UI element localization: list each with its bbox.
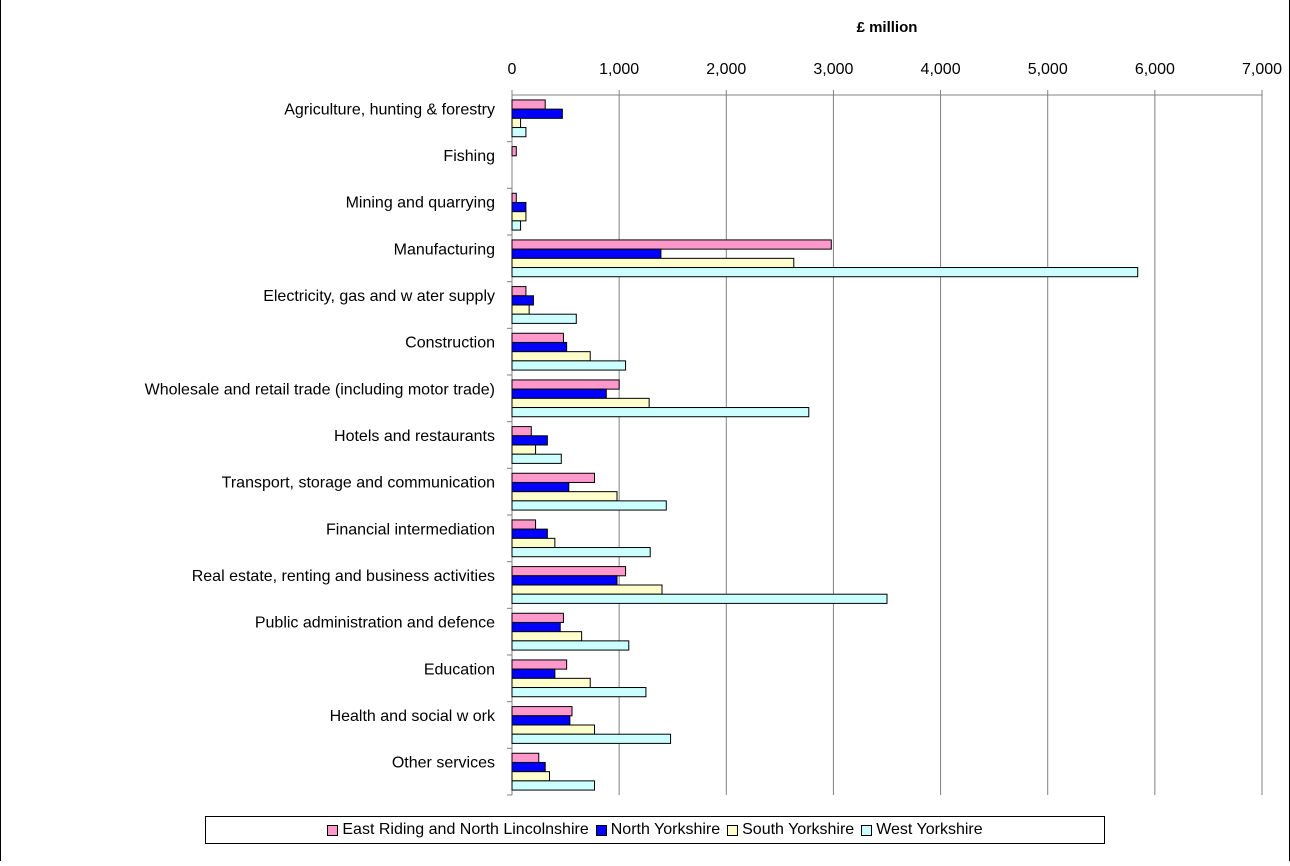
bar-north-yorkshire <box>511 575 618 586</box>
bar-north-yorkshire <box>511 715 571 726</box>
bar-north-yorkshire <box>511 481 570 493</box>
category-label: Health and social w ork <box>330 708 496 725</box>
category-label: Hotels and restaurants <box>334 428 495 445</box>
bar-north-yorkshire <box>511 621 561 633</box>
legend-item: South Yorkshire <box>727 821 854 839</box>
bar-south-yorkshire <box>511 584 663 595</box>
legend-item: West Yorkshire <box>861 821 983 839</box>
bar-west-yorkshire <box>511 733 672 744</box>
bar-west-yorkshire <box>511 547 651 558</box>
chart-legend: East Riding and North Lincolnshire North … <box>205 816 1105 844</box>
bar-north-yorkshire <box>511 435 548 446</box>
bar-east-riding-and-north-lincolnshire <box>511 752 540 763</box>
legend-swatch <box>327 824 339 836</box>
category-label: Education <box>424 661 495 678</box>
bar-north-yorkshire <box>511 201 527 213</box>
category-label: Agriculture, hunting & forestry <box>284 101 495 118</box>
bar-east-riding-and-north-lincolnshire <box>511 192 517 203</box>
bar-west-yorkshire <box>511 593 888 604</box>
category-label: Financial intermediation <box>326 521 495 538</box>
bar-north-yorkshire <box>511 761 546 773</box>
bar-west-yorkshire <box>511 313 577 324</box>
bar-north-yorkshire <box>511 248 662 259</box>
bar-south-yorkshire <box>511 117 522 129</box>
x-tick-label: 6,000 <box>1135 61 1175 78</box>
bar-west-yorkshire <box>511 360 627 371</box>
x-tick-label: 2,000 <box>706 61 746 78</box>
bar-north-yorkshire <box>511 108 563 119</box>
bar-west-yorkshire <box>511 500 667 511</box>
category-label: Mining and quarrying <box>346 195 495 212</box>
bar-south-yorkshire <box>511 211 527 222</box>
category-label: Wholesale and retail trade (including mo… <box>145 381 495 398</box>
bar-east-riding-and-north-lincolnshire <box>511 612 564 623</box>
legend-item: East Riding and North Lincolnshire <box>327 821 589 839</box>
x-tick-label: 3,000 <box>813 61 853 78</box>
bar-south-yorkshire <box>511 304 530 315</box>
x-tick-label: 1,000 <box>599 61 639 78</box>
bar-east-riding-and-north-lincolnshire <box>511 332 564 343</box>
bar-south-yorkshire <box>511 351 591 362</box>
bar-east-riding-and-north-lincolnshire <box>511 566 627 577</box>
bar-east-riding-and-north-lincolnshire <box>511 146 517 157</box>
bar-north-yorkshire <box>511 341 568 353</box>
bar-east-riding-and-north-lincolnshire <box>511 519 537 530</box>
bar-west-yorkshire <box>511 453 562 464</box>
bar-south-yorkshire <box>511 397 650 409</box>
bar-east-riding-and-north-lincolnshire <box>511 99 546 110</box>
category-label: Public administration and defence <box>255 615 495 632</box>
bar-east-riding-and-north-lincolnshire <box>511 379 620 390</box>
bar-east-riding-and-north-lincolnshire <box>511 286 527 297</box>
bar-south-yorkshire <box>511 677 591 689</box>
bar-east-riding-and-north-lincolnshire <box>511 426 532 437</box>
bar-north-yorkshire <box>511 388 607 399</box>
legend-swatch <box>727 824 739 836</box>
bar-west-yorkshire <box>511 127 527 138</box>
bar-west-yorkshire <box>511 780 595 791</box>
bar-south-yorkshire <box>511 257 795 269</box>
bar-north-yorkshire <box>511 528 548 539</box>
x-tick-label: 4,000 <box>921 61 961 78</box>
category-label: Electricity, gas and w ater supply <box>263 288 495 305</box>
x-tick-label: 7,000 <box>1242 61 1282 78</box>
x-tick-label: 0 <box>508 61 517 78</box>
legend-label: North Yorkshire <box>610 821 721 838</box>
bar-north-yorkshire <box>511 668 556 679</box>
bar-south-yorkshire <box>511 631 583 642</box>
legend-label: South Yorkshire <box>742 821 855 838</box>
bar-west-yorkshire <box>511 407 810 418</box>
bar-south-yorkshire <box>511 444 537 455</box>
bar-west-yorkshire <box>511 267 1139 278</box>
legend-label: East Riding and North Lincolnshire <box>342 821 589 838</box>
bar-east-riding-and-north-lincolnshire <box>511 659 568 670</box>
bar-west-yorkshire <box>511 640 630 651</box>
bar-south-yorkshire <box>511 491 618 502</box>
x-tick-label: 5,000 <box>1028 61 1068 78</box>
bar-west-yorkshire <box>511 687 647 698</box>
legend-label: West Yorkshire <box>876 821 983 838</box>
legend-swatch <box>861 824 873 836</box>
axis-title: £ million <box>857 19 918 36</box>
bar-east-riding-and-north-lincolnshire <box>511 472 595 483</box>
bar-east-riding-and-north-lincolnshire <box>511 706 573 717</box>
bar-south-yorkshire <box>511 537 556 549</box>
legend-item: North Yorkshire <box>595 821 721 839</box>
category-label: Transport, storage and communication <box>222 475 495 492</box>
bar-north-yorkshire <box>511 295 534 306</box>
legend-swatch <box>595 824 607 836</box>
bar-south-yorkshire <box>511 724 595 735</box>
bar-east-riding-and-north-lincolnshire <box>511 239 832 250</box>
category-label: Construction <box>405 335 495 352</box>
bar-south-yorkshire <box>511 771 550 782</box>
category-label: Real estate, renting and business activi… <box>192 568 495 585</box>
category-label: Manufacturing <box>394 241 495 258</box>
category-label: Fishing <box>443 148 495 165</box>
bar-west-yorkshire <box>511 220 522 231</box>
category-label: Other services <box>392 755 495 772</box>
